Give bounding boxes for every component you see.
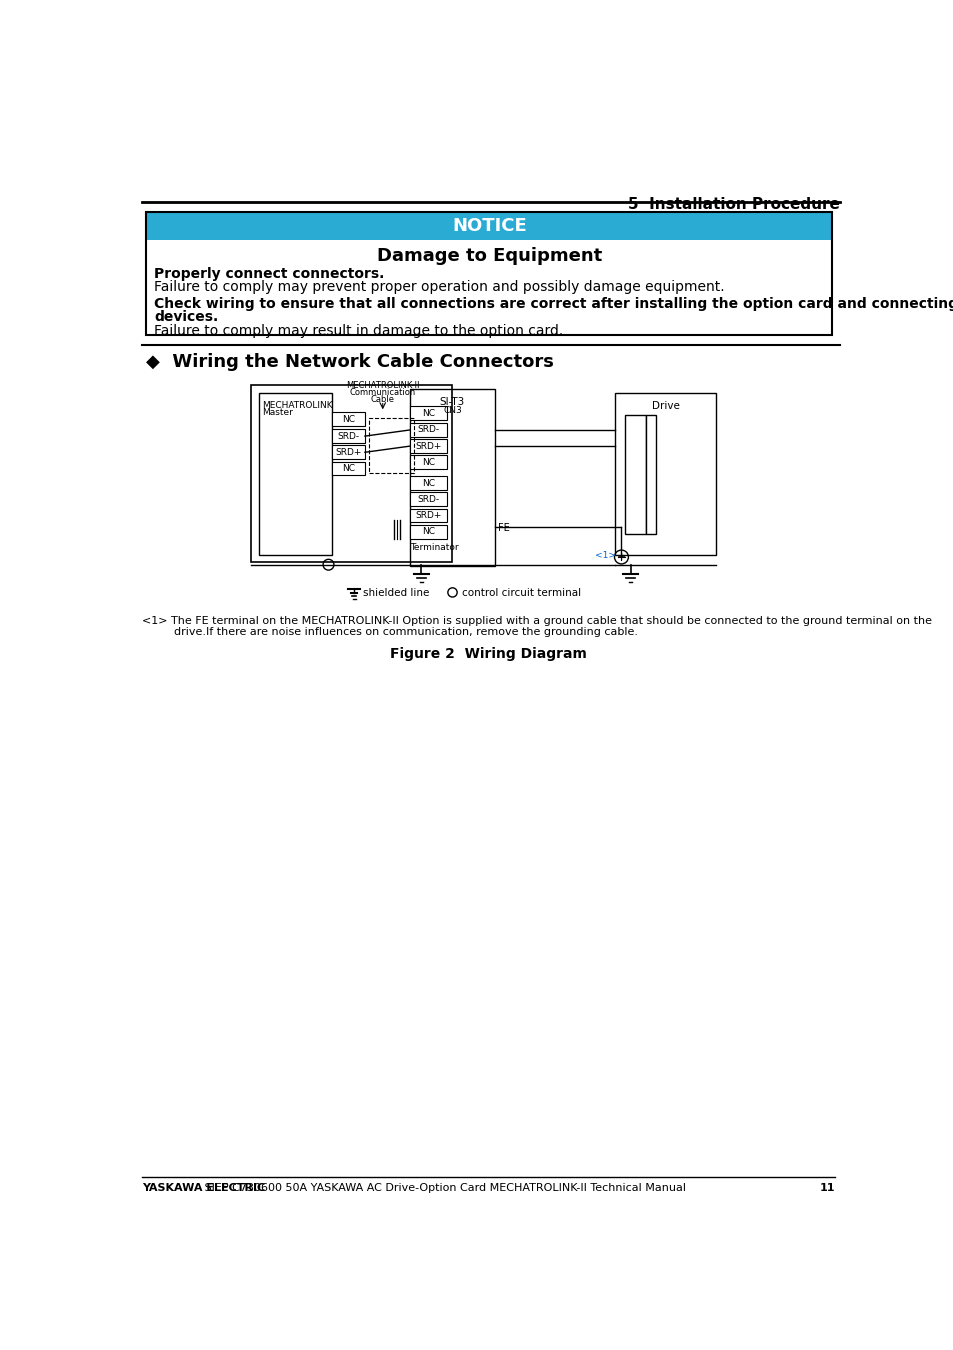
Bar bbox=[410, 389, 495, 566]
Bar bbox=[410, 455, 447, 470]
Bar bbox=[410, 525, 447, 539]
Text: NC: NC bbox=[342, 464, 355, 472]
Bar bbox=[624, 414, 645, 533]
Bar bbox=[615, 393, 716, 555]
Bar bbox=[410, 493, 447, 506]
Text: NC: NC bbox=[421, 409, 435, 417]
Text: SRD+: SRD+ bbox=[335, 448, 361, 456]
Bar bbox=[410, 509, 447, 522]
Text: ◆  Wiring the Network Cable Connectors: ◆ Wiring the Network Cable Connectors bbox=[146, 352, 554, 371]
Text: +: + bbox=[617, 552, 625, 562]
Text: Damage to Equipment: Damage to Equipment bbox=[376, 247, 601, 266]
Text: SIEP C730600 50A YASKAWA AC Drive-Option Card MECHATROLINK-II Technical Manual: SIEP C730600 50A YASKAWA AC Drive-Option… bbox=[200, 1183, 685, 1193]
Text: NOTICE: NOTICE bbox=[452, 217, 526, 235]
Text: SRD-: SRD- bbox=[417, 425, 439, 435]
Text: 5  Installation Procedure: 5 Installation Procedure bbox=[627, 197, 840, 212]
Text: FE: FE bbox=[497, 522, 510, 533]
Text: NC: NC bbox=[342, 414, 355, 424]
Bar bbox=[146, 212, 831, 240]
Text: NC: NC bbox=[421, 526, 435, 536]
Text: Cable: Cable bbox=[371, 396, 395, 404]
Text: SI-T3: SI-T3 bbox=[439, 397, 465, 406]
Text: Check wiring to ensure that all connections are correct after installing the opt: Check wiring to ensure that all connecti… bbox=[154, 297, 953, 310]
Text: CN3: CN3 bbox=[442, 406, 461, 414]
Bar bbox=[332, 462, 365, 475]
Text: devices.: devices. bbox=[154, 310, 218, 324]
Text: Failure to comply may result in damage to the option card.: Failure to comply may result in damage t… bbox=[154, 324, 563, 339]
Text: SRD-: SRD- bbox=[417, 494, 439, 504]
Text: MECHATROLINK: MECHATROLINK bbox=[261, 401, 333, 409]
Text: YASKAWA ELECTRIC: YASKAWA ELECTRIC bbox=[142, 1183, 265, 1193]
Bar bbox=[258, 393, 332, 555]
Text: NC: NC bbox=[421, 458, 435, 467]
Text: drive.If there are noise influences on communication, remove the grounding cable: drive.If there are noise influences on c… bbox=[159, 628, 637, 637]
Text: Communication: Communication bbox=[349, 389, 416, 397]
Bar bbox=[332, 412, 365, 427]
Bar bbox=[369, 417, 414, 472]
Bar bbox=[332, 446, 365, 459]
Bar bbox=[410, 477, 447, 490]
Text: Master: Master bbox=[261, 409, 293, 417]
Bar bbox=[332, 429, 365, 443]
Text: <1>: <1> bbox=[595, 551, 616, 560]
Text: control circuit terminal: control circuit terminal bbox=[461, 587, 580, 598]
Text: 11: 11 bbox=[819, 1183, 835, 1193]
Bar bbox=[645, 414, 655, 533]
Text: NC: NC bbox=[421, 479, 435, 487]
Text: MECHATROLINK-II: MECHATROLINK-II bbox=[346, 382, 419, 390]
Bar bbox=[251, 385, 452, 563]
Bar bbox=[410, 406, 447, 420]
Bar bbox=[410, 423, 447, 437]
Text: Properly connect connectors.: Properly connect connectors. bbox=[154, 267, 384, 281]
Text: SRD+: SRD+ bbox=[415, 441, 441, 451]
Text: SRD+: SRD+ bbox=[415, 510, 441, 520]
Text: SRD-: SRD- bbox=[337, 432, 359, 440]
Text: Figure 2  Wiring Diagram: Figure 2 Wiring Diagram bbox=[390, 647, 587, 662]
Text: Drive: Drive bbox=[651, 401, 679, 410]
Text: Failure to comply may prevent proper operation and possibly damage equipment.: Failure to comply may prevent proper ope… bbox=[154, 279, 724, 294]
Text: <1> The FE terminal on the MECHATROLINK-II Option is supplied with a ground cabl: <1> The FE terminal on the MECHATROLINK-… bbox=[142, 617, 931, 626]
Bar bbox=[146, 212, 831, 335]
Bar bbox=[410, 439, 447, 454]
Text: shielded line: shielded line bbox=[363, 587, 429, 598]
Text: Terminator: Terminator bbox=[410, 543, 458, 552]
